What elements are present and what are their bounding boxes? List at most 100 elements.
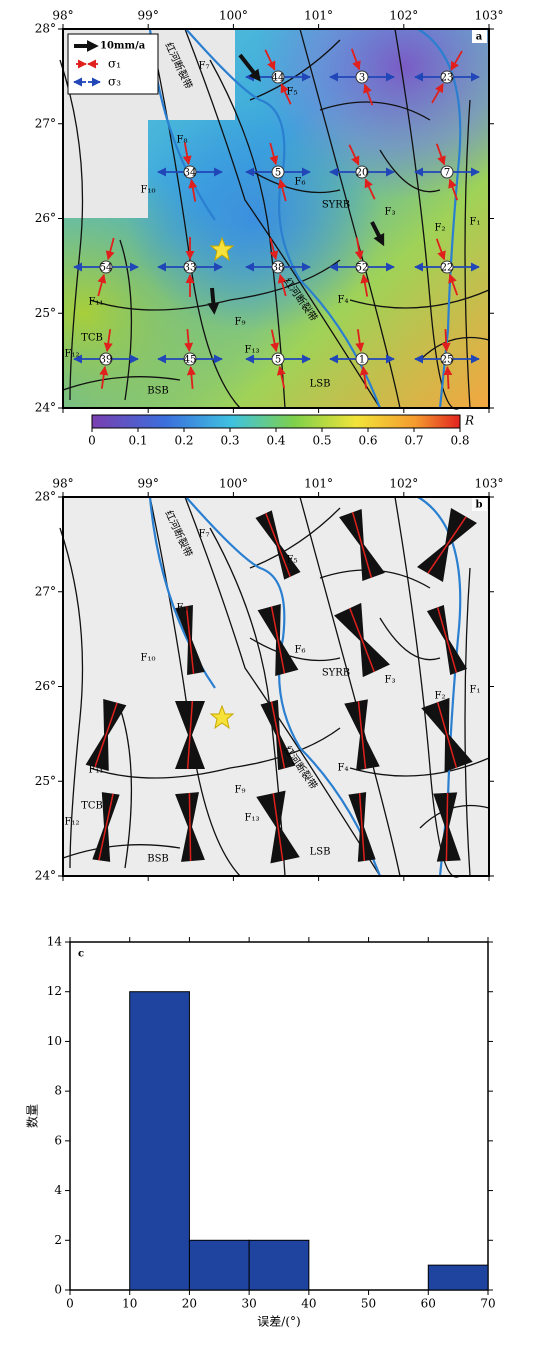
gps-arrow bbox=[207, 287, 220, 315]
bar bbox=[427, 1264, 489, 1291]
fault-label: F₁₁ bbox=[89, 297, 104, 308]
fault-label: F₃ bbox=[385, 675, 396, 686]
sigma1-arrow bbox=[360, 273, 370, 297]
station-label: 52 bbox=[356, 263, 369, 274]
fault bbox=[249, 169, 341, 194]
sigma1-arrow bbox=[359, 366, 369, 389]
map-b: 98° 99° 100° 101° 102° 103° 28° 27° 26° 25° 24° b F₁… bbox=[35, 477, 504, 883]
station bbox=[440, 260, 454, 274]
sigma1-axis bbox=[94, 702, 118, 768]
sigma1-arrow bbox=[355, 329, 365, 352]
sigma1-axis bbox=[272, 793, 284, 861]
sigma1-arrow bbox=[182, 142, 192, 166]
bar bbox=[188, 1239, 250, 1291]
y-tick-label: 0 bbox=[54, 1283, 62, 1297]
station bbox=[271, 165, 285, 179]
station bbox=[271, 70, 285, 84]
x-tick-label: 99° bbox=[138, 9, 159, 23]
station-label: 7 bbox=[444, 168, 450, 179]
sigma1-arrow bbox=[264, 49, 276, 71]
y-tick-label: 6 bbox=[54, 1133, 62, 1147]
region-label: BSB bbox=[147, 386, 169, 397]
station bbox=[355, 70, 369, 84]
colorbar-tick-label: 0.2 bbox=[174, 434, 193, 448]
sigma1-arrow bbox=[431, 83, 444, 104]
fault-label: F₇ bbox=[199, 61, 210, 72]
station bbox=[183, 260, 197, 274]
station bbox=[440, 165, 454, 179]
map-a: 98° 99° 100° 101° 102° 103° 28° 27° 26° 25° 24° a 44… bbox=[35, 9, 504, 448]
legend-label: 10mm/a bbox=[100, 41, 146, 52]
station bbox=[355, 352, 369, 366]
sigma1-arrow bbox=[363, 83, 374, 106]
y-tick-label: 27° bbox=[35, 116, 56, 130]
sigma1-arrow bbox=[443, 366, 453, 390]
region-label: TCB bbox=[81, 801, 103, 812]
fault-label: F₄ bbox=[338, 295, 349, 306]
region-label: SYRB bbox=[322, 200, 350, 211]
station-label: 38 bbox=[272, 263, 285, 274]
station-label: 5 bbox=[275, 355, 281, 366]
region-label: LSB bbox=[310, 379, 331, 390]
fault bbox=[89, 727, 341, 779]
x-tick-label: 102° bbox=[389, 9, 418, 23]
station-label: 33 bbox=[184, 263, 197, 274]
sigma1-axis bbox=[358, 793, 366, 861]
sigma1-axis bbox=[188, 792, 192, 862]
station-label: 45 bbox=[184, 355, 197, 366]
fault bbox=[394, 28, 461, 410]
fault-label: F₉ bbox=[235, 785, 246, 796]
fault-label: F₁₀ bbox=[141, 185, 156, 196]
station-label: 22 bbox=[441, 263, 454, 274]
sigma1-arrow bbox=[354, 237, 364, 261]
river bbox=[417, 28, 462, 409]
station bbox=[355, 165, 369, 179]
gps-arrow bbox=[370, 221, 385, 247]
sigma1-arrow bbox=[441, 328, 451, 352]
fault-label: F₅ bbox=[287, 555, 298, 566]
station bbox=[271, 260, 285, 274]
colorbar-tick-label: 0.8 bbox=[450, 434, 469, 448]
fault bbox=[249, 637, 341, 662]
station-label: 3 bbox=[359, 73, 365, 84]
x-axis-label: 误差/(°) bbox=[257, 1315, 300, 1329]
x-tick-label: 99° bbox=[138, 477, 159, 491]
sigma1-arrow bbox=[186, 366, 196, 389]
sigma1-arrow bbox=[184, 329, 194, 352]
y-tick-label: 24° bbox=[35, 869, 56, 883]
fault-label: F₉ bbox=[235, 317, 246, 328]
panel-label: b bbox=[476, 500, 483, 511]
fault bbox=[62, 376, 181, 391]
y-tick-label: 28° bbox=[35, 490, 56, 504]
fault bbox=[249, 507, 341, 569]
fault-label: F₇ bbox=[199, 529, 210, 540]
panel-label: a bbox=[476, 32, 483, 43]
sigma1-arrow bbox=[450, 50, 463, 71]
sigma1-axis bbox=[185, 606, 195, 674]
colorbar-tick-label: 0.3 bbox=[220, 434, 239, 448]
station-label: 23 bbox=[441, 73, 454, 84]
colorbar-tick-label: 0 bbox=[88, 434, 96, 448]
fault bbox=[119, 707, 133, 869]
colorbar-tick-label: 0.1 bbox=[128, 434, 147, 448]
sigma1-arrow bbox=[269, 142, 279, 166]
fault-label: F₄ bbox=[338, 763, 349, 774]
y-tick-label: 28° bbox=[35, 22, 56, 36]
sigma1-axis bbox=[427, 516, 467, 574]
fault bbox=[319, 101, 431, 121]
y-tick-label: 8 bbox=[54, 1084, 62, 1098]
epicenter-star bbox=[209, 236, 235, 262]
sigma1-arrow bbox=[105, 237, 115, 261]
legend-label: σ₃ bbox=[108, 75, 121, 89]
sigma1-arrow bbox=[348, 144, 360, 166]
fault bbox=[349, 757, 490, 777]
fault bbox=[394, 496, 461, 878]
fault-label: F₂ bbox=[435, 223, 446, 234]
fault-label: F₃ bbox=[385, 207, 396, 218]
fault-label: F₅ bbox=[287, 87, 298, 98]
fault-label: F₁₂ bbox=[65, 349, 80, 360]
sigma1-axis bbox=[445, 792, 449, 862]
sigma1-axis bbox=[270, 606, 286, 674]
x-tick-label: 102° bbox=[389, 477, 418, 491]
fault bbox=[249, 39, 341, 101]
